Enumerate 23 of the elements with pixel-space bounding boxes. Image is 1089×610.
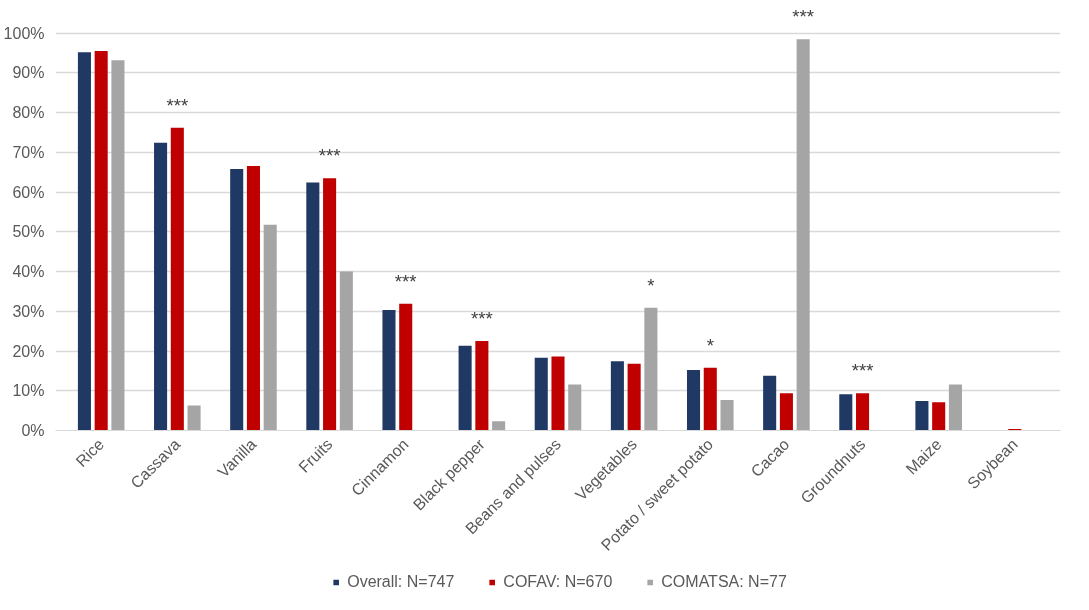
data-label: * — [706, 334, 714, 356]
y-tick-label: 0% — [21, 422, 45, 439]
data-label: *** — [851, 360, 874, 382]
y-tick-label: 100% — [3, 24, 45, 42]
legend-label: COFAV: N=670 — [503, 573, 613, 591]
legend-label: Overall: N=747 — [347, 573, 455, 591]
x-tick-label: Rice — [72, 435, 108, 471]
legend-label: COMATSA: N=77 — [661, 573, 787, 591]
data-label: *** — [792, 6, 815, 28]
data-label: *** — [318, 145, 341, 167]
data-label: *** — [470, 308, 493, 330]
y-tick-label: 70% — [12, 143, 45, 161]
y-tick-label: 60% — [12, 183, 45, 201]
data-label: * — [647, 274, 655, 296]
data-label: *** — [166, 94, 189, 116]
y-tick-label: 90% — [12, 64, 45, 82]
y-tick-label: 20% — [12, 342, 45, 360]
y-tick-label: 40% — [12, 263, 45, 281]
y-tick-label: 80% — [12, 104, 45, 122]
data-label: *** — [394, 270, 417, 292]
y-tick-label: 30% — [12, 302, 45, 320]
y-tick-label: 10% — [12, 382, 45, 400]
y-tick-label: 50% — [12, 223, 45, 241]
